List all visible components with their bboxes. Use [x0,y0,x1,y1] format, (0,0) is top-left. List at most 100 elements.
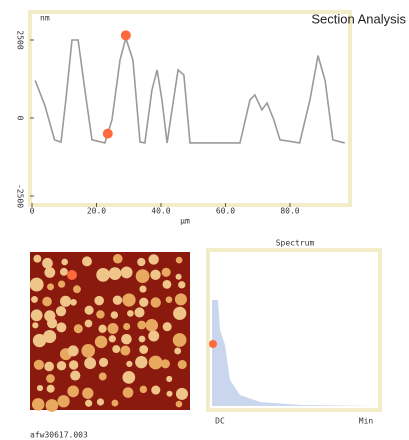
y-unit: nm [40,14,50,23]
grain [178,281,186,289]
spectrum-frame [206,248,382,412]
grain [160,359,170,369]
grain [61,258,68,266]
grain [44,361,55,372]
spectrum-cursor [209,340,217,348]
y-tick-label: 2500 [16,30,25,49]
grain [70,370,81,381]
grain [73,324,83,334]
grain [96,398,105,406]
grain [68,360,79,370]
grain [120,266,133,279]
grain [67,385,79,398]
image-cursor [67,270,77,280]
grain [166,375,173,382]
grain [98,357,109,367]
grain [42,257,53,269]
x-unit: µm [180,217,190,226]
grain [73,285,81,294]
grain [137,320,146,330]
grain [96,268,110,282]
grain [145,319,159,332]
grain [85,399,93,407]
y-tick-label: -2500 [16,184,25,208]
grain [173,306,187,320]
grain [33,359,44,370]
grain [60,295,72,307]
grain [172,333,187,347]
grain [55,306,67,317]
grain [122,293,136,307]
grain [150,297,161,308]
grain [108,335,116,343]
grain [161,267,171,277]
grain [139,297,149,307]
grain [139,345,149,354]
x-tick-label: 60.0 [216,207,235,216]
grain [122,371,136,384]
spectrum-left-label: DC [215,417,225,426]
grain [127,310,134,317]
grain [98,324,107,333]
grain [47,283,55,291]
grain [138,335,146,343]
grain [135,269,150,284]
grain [84,357,97,370]
spectrum-fill [212,300,376,406]
grain [84,305,94,315]
grain [113,253,123,264]
grain [84,319,93,328]
grain [56,322,67,333]
grain [94,335,108,349]
profile-plot: -2500 0 2500 0 20.0 40.0 60.0 80.0 [16,30,345,216]
grain [45,399,59,412]
grain [174,293,187,306]
grain [135,355,148,369]
x-tick-label: 20.0 [87,207,106,216]
afm-grains [29,253,189,412]
x-tick-label: 40.0 [151,207,170,216]
grain [46,374,55,383]
grain [175,273,182,280]
grain [57,280,66,288]
x-tick-label: 80.0 [280,207,299,216]
grain [148,355,163,370]
image-filename: afw30617.003 [30,431,88,440]
grain [175,256,183,264]
grain [98,372,107,381]
grain [134,307,145,318]
grain [110,311,119,319]
grain [148,254,159,265]
grain [57,395,70,408]
grain [148,330,160,342]
grain [67,345,79,357]
grain [33,254,42,263]
grain [162,322,172,332]
grain [112,295,123,305]
grain [122,387,134,398]
spectrum-title: Spectrum [276,239,315,248]
grain [46,318,58,329]
grain [81,343,96,358]
profile-line [34,35,345,144]
grain [42,296,52,307]
grain [150,269,161,281]
grain [107,323,119,334]
grain [108,267,122,280]
grain [123,322,131,331]
grain [166,390,173,397]
grain [139,385,148,394]
grain [137,257,146,267]
grain [162,279,172,289]
grain [175,387,189,400]
window-title: Section Analysis [311,11,406,26]
grain [174,347,182,355]
grain [29,277,44,292]
grain [60,267,68,276]
grain [177,359,187,370]
grain [56,360,67,371]
cursor-marker [102,128,113,139]
grain [96,310,105,319]
grain [32,333,47,348]
grain [112,345,121,354]
